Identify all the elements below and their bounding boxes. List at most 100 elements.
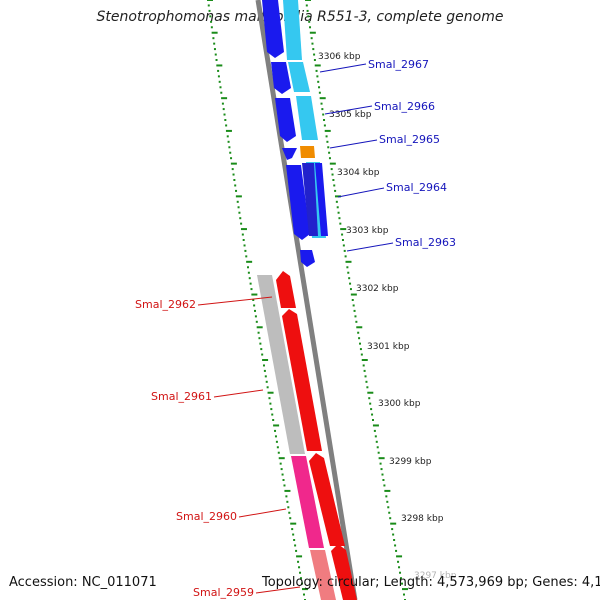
guide-dot <box>320 102 323 105</box>
cds-arrow-smal-2965[interactable] <box>282 148 297 160</box>
guide-dot <box>230 157 233 160</box>
kbp-label: 3297 kbp <box>414 571 457 581</box>
gene-label-smal-2963[interactable]: Smal_2963 <box>395 236 456 249</box>
guide-dot <box>224 119 227 121</box>
cds-arrow-smal-2962[interactable] <box>276 271 296 308</box>
guide-major-tick <box>290 522 297 525</box>
guide-major-tick <box>390 522 397 525</box>
guide-dot <box>219 86 222 89</box>
guide-dot <box>236 200 239 203</box>
guide-dot <box>374 435 377 438</box>
guide-dot <box>289 517 292 520</box>
guide-dot <box>386 500 389 503</box>
accession-text: Accession: NC_011071 <box>9 575 157 590</box>
guide-dot <box>282 479 285 481</box>
guide-dot <box>306 9 309 12</box>
guide-dot <box>295 549 298 552</box>
cds-arrow-smal-2959[interactable] <box>331 544 357 600</box>
guide-dot <box>357 331 360 334</box>
guide-dot <box>403 593 406 596</box>
guide-dot <box>300 577 303 580</box>
guide-dot <box>208 9 211 12</box>
guide-dot <box>352 304 355 307</box>
guide-dot <box>325 135 328 138</box>
guide-dot <box>337 211 340 214</box>
guide-dot <box>401 582 404 585</box>
kbp-label: 3302 kbp <box>356 284 399 294</box>
cds-arrow-smal-2966[interactable] <box>275 98 296 142</box>
cds-arrow-smal-2964-c[interactable] <box>315 163 328 236</box>
guide-dot <box>281 473 284 476</box>
guide-dot <box>305 4 308 7</box>
guide-major-tick <box>350 293 357 296</box>
kbp-label: 3303 kbp <box>346 226 389 236</box>
label-leader-lines <box>197 63 394 594</box>
cds-arrow-smal-2961[interactable] <box>282 309 322 451</box>
inner-dotted-guide <box>207 0 309 600</box>
gene-label-smal-2964[interactable]: Smal_2964 <box>386 181 447 194</box>
guide-dot <box>279 462 282 465</box>
kbp-label: 3305 kbp <box>329 110 372 120</box>
guide-dot <box>376 446 379 449</box>
guide-major-tick <box>302 588 309 591</box>
guide-dot <box>309 26 312 29</box>
guide-dot <box>269 402 272 405</box>
forward-strand-features <box>262 0 328 267</box>
guide-major-tick <box>278 457 285 460</box>
guide-dot <box>318 91 321 94</box>
guide-major-tick <box>384 489 391 492</box>
guide-dot <box>299 571 302 574</box>
guide-dot <box>239 217 242 220</box>
gene-box-smal-2965-orange[interactable] <box>300 146 315 158</box>
guide-dot <box>312 48 315 51</box>
gene-bar-smal-2966-light[interactable] <box>296 96 318 140</box>
guide-dot <box>341 233 344 236</box>
cds-arrow-smal-2964[interactable] <box>286 165 310 240</box>
gene-label-smal-2967[interactable]: Smal_2967 <box>368 58 429 71</box>
guide-major-tick <box>251 293 258 296</box>
guide-dot <box>371 413 374 416</box>
gene-label-smal-2965[interactable]: Smal_2965 <box>379 133 440 146</box>
guide-major-tick <box>267 391 274 394</box>
gene-label-smal-2959[interactable]: Smal_2959 <box>193 586 254 599</box>
gene-labels: Smal_2967 Smal_2966 Smal_2965 Smal_2964 … <box>135 58 456 599</box>
kbp-label: 3304 kbp <box>337 168 380 178</box>
guide-dot <box>349 282 352 285</box>
gene-label-smal-2961[interactable]: Smal_2961 <box>151 390 212 403</box>
gene-bar-smal-2960-pink[interactable] <box>291 456 324 548</box>
guide-dot <box>307 15 310 18</box>
gene-bar-smal-2959-salmon[interactable] <box>310 550 336 600</box>
guide-dot <box>322 113 325 116</box>
guide-dot <box>237 206 240 209</box>
guide-dot <box>351 299 354 301</box>
guide-dot <box>223 113 226 116</box>
guide-dot <box>262 364 265 367</box>
gene-bar-smal-2962-2961-gray[interactable] <box>257 275 305 454</box>
guide-dot <box>347 271 350 274</box>
guide-dot <box>377 451 380 454</box>
guide-dot <box>209 15 212 18</box>
guide-major-tick <box>309 31 316 34</box>
guide-dot <box>285 495 288 498</box>
gene-label-smal-2966[interactable]: Smal_2966 <box>374 100 435 113</box>
guide-dot <box>260 348 263 351</box>
gene-bar-smal-2967-light-b[interactable] <box>288 62 310 92</box>
guide-dot <box>213 48 216 51</box>
guide-dot <box>323 124 326 127</box>
cds-arrow-smal-2967-b[interactable] <box>271 62 291 94</box>
guide-dot <box>210 26 213 29</box>
cds-arrow-smal-2960[interactable] <box>309 453 345 546</box>
guide-dot <box>346 266 349 269</box>
cds-arrow-smal-2967[interactable] <box>262 0 284 58</box>
cds-arrow-smal-2964-b[interactable] <box>302 163 318 236</box>
guide-major-tick <box>221 97 228 100</box>
gene-label-smal-2962[interactable]: Smal_2962 <box>135 298 196 311</box>
guide-dot <box>215 59 218 61</box>
cds-arrow-smal-2963[interactable] <box>300 250 315 267</box>
gene-label-smal-2960[interactable]: Smal_2960 <box>176 510 237 523</box>
guide-dot <box>226 135 229 138</box>
guide-dot <box>336 206 339 209</box>
guide-dot <box>389 517 392 520</box>
gene-bar-smal-2967-light[interactable] <box>283 0 302 60</box>
